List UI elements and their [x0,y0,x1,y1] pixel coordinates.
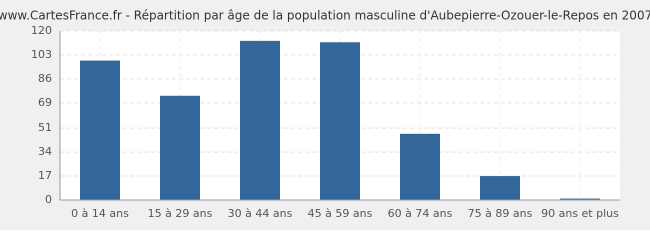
y-tick-label: 69 [38,96,52,109]
x-tick-label: 0 à 14 ans [71,207,129,220]
bar [400,133,440,200]
bar [240,40,280,200]
y-tick-label: 34 [38,145,52,158]
x-tick-label: 60 à 74 ans [388,207,453,220]
bar [80,60,120,201]
bar [560,198,600,200]
y-tick-label: 86 [38,72,52,85]
y-tick-label: 51 [38,121,52,134]
bar [320,42,360,201]
x-tick-label: 75 à 89 ans [468,207,533,220]
x-tick-label: 15 à 29 ans [148,207,213,220]
chart-title: www.CartesFrance.fr - Répartition par âg… [0,9,650,23]
y-tick-label: 120 [31,24,52,37]
y-tick-label: 17 [38,169,52,182]
x-tick-label: 45 à 59 ans [308,207,373,220]
bar [480,176,520,200]
y-tick-label: 0 [45,193,52,206]
y-tick-label: 103 [31,48,52,61]
x-tick-label: 30 à 44 ans [228,207,293,220]
chart: www.CartesFrance.fr - Répartition par âg… [0,0,650,230]
bar [160,95,200,200]
x-tick-label: 90 ans et plus [541,207,619,220]
